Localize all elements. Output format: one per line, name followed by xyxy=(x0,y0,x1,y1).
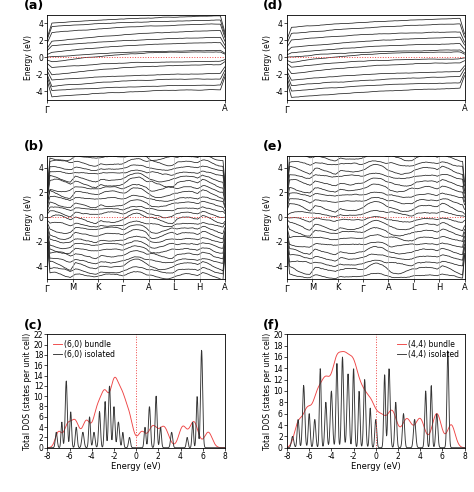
(6,0) isolated xyxy=(149,443,155,449)
(4,4) isolated xyxy=(418,445,423,451)
(6,0) isolated xyxy=(199,347,204,353)
(6,0) isolated xyxy=(76,444,82,450)
(4,4) isolated xyxy=(316,437,321,443)
(6,0) bundle xyxy=(112,374,118,380)
(6,0) bundle xyxy=(125,404,131,410)
(4,4) isolated xyxy=(365,442,370,448)
(6,0) bundle xyxy=(90,417,96,423)
Y-axis label: Energy (eV): Energy (eV) xyxy=(24,194,33,240)
Line: (6,0) bundle: (6,0) bundle xyxy=(47,377,225,448)
Text: (a): (a) xyxy=(24,0,44,12)
X-axis label: Energy (eV): Energy (eV) xyxy=(111,462,161,471)
(4,4) bundle xyxy=(284,444,290,450)
Legend: (6,0) bundle, (6,0) isolated: (6,0) bundle, (6,0) isolated xyxy=(51,338,117,360)
(6,0) bundle xyxy=(222,445,228,451)
Y-axis label: Energy (eV): Energy (eV) xyxy=(264,35,273,80)
(6,0) bundle xyxy=(164,427,169,432)
(4,4) bundle xyxy=(389,407,395,413)
Y-axis label: Total DOS (states per unit cell): Total DOS (states per unit cell) xyxy=(23,333,32,450)
(6,0) isolated xyxy=(163,445,169,451)
(4,4) bundle xyxy=(418,416,424,422)
(4,4) bundle xyxy=(365,391,371,397)
Y-axis label: Energy (eV): Energy (eV) xyxy=(24,35,33,80)
(6,0) bundle xyxy=(45,445,50,451)
(4,4) bundle xyxy=(462,445,467,451)
Line: (4,4) bundle: (4,4) bundle xyxy=(287,352,465,448)
(4,4) bundle xyxy=(330,366,336,372)
(4,4) isolated xyxy=(445,348,451,354)
Legend: (4,4) bundle, (4,4) isolated: (4,4) bundle, (4,4) isolated xyxy=(395,338,461,360)
(4,4) isolated xyxy=(462,445,467,451)
(6,0) isolated xyxy=(90,435,96,441)
Text: (e): (e) xyxy=(264,140,283,153)
Y-axis label: Energy (eV): Energy (eV) xyxy=(264,194,273,240)
(4,4) bundle xyxy=(340,349,346,355)
(4,4) isolated xyxy=(284,445,290,451)
(4,4) isolated xyxy=(403,440,409,446)
(6,0) isolated xyxy=(222,445,228,451)
(4,4) isolated xyxy=(389,439,394,445)
Line: (4,4) isolated: (4,4) isolated xyxy=(287,351,465,448)
(4,4) isolated xyxy=(330,415,336,421)
(6,0) bundle xyxy=(76,424,82,430)
(6,0) bundle xyxy=(149,423,155,429)
(4,4) bundle xyxy=(403,416,409,422)
Text: (d): (d) xyxy=(264,0,284,12)
(6,0) isolated xyxy=(125,443,130,449)
Line: (6,0) isolated: (6,0) isolated xyxy=(47,350,225,448)
X-axis label: Energy (eV): Energy (eV) xyxy=(351,462,401,471)
(6,0) isolated xyxy=(178,445,184,451)
Text: (c): (c) xyxy=(24,319,43,332)
Text: (b): (b) xyxy=(24,140,45,153)
Y-axis label: Total DOS (states per unit cell): Total DOS (states per unit cell) xyxy=(263,333,272,450)
(6,0) bundle xyxy=(179,425,184,431)
(6,0) isolated xyxy=(45,445,50,451)
(4,4) bundle xyxy=(316,384,321,390)
Text: (f): (f) xyxy=(264,319,281,332)
